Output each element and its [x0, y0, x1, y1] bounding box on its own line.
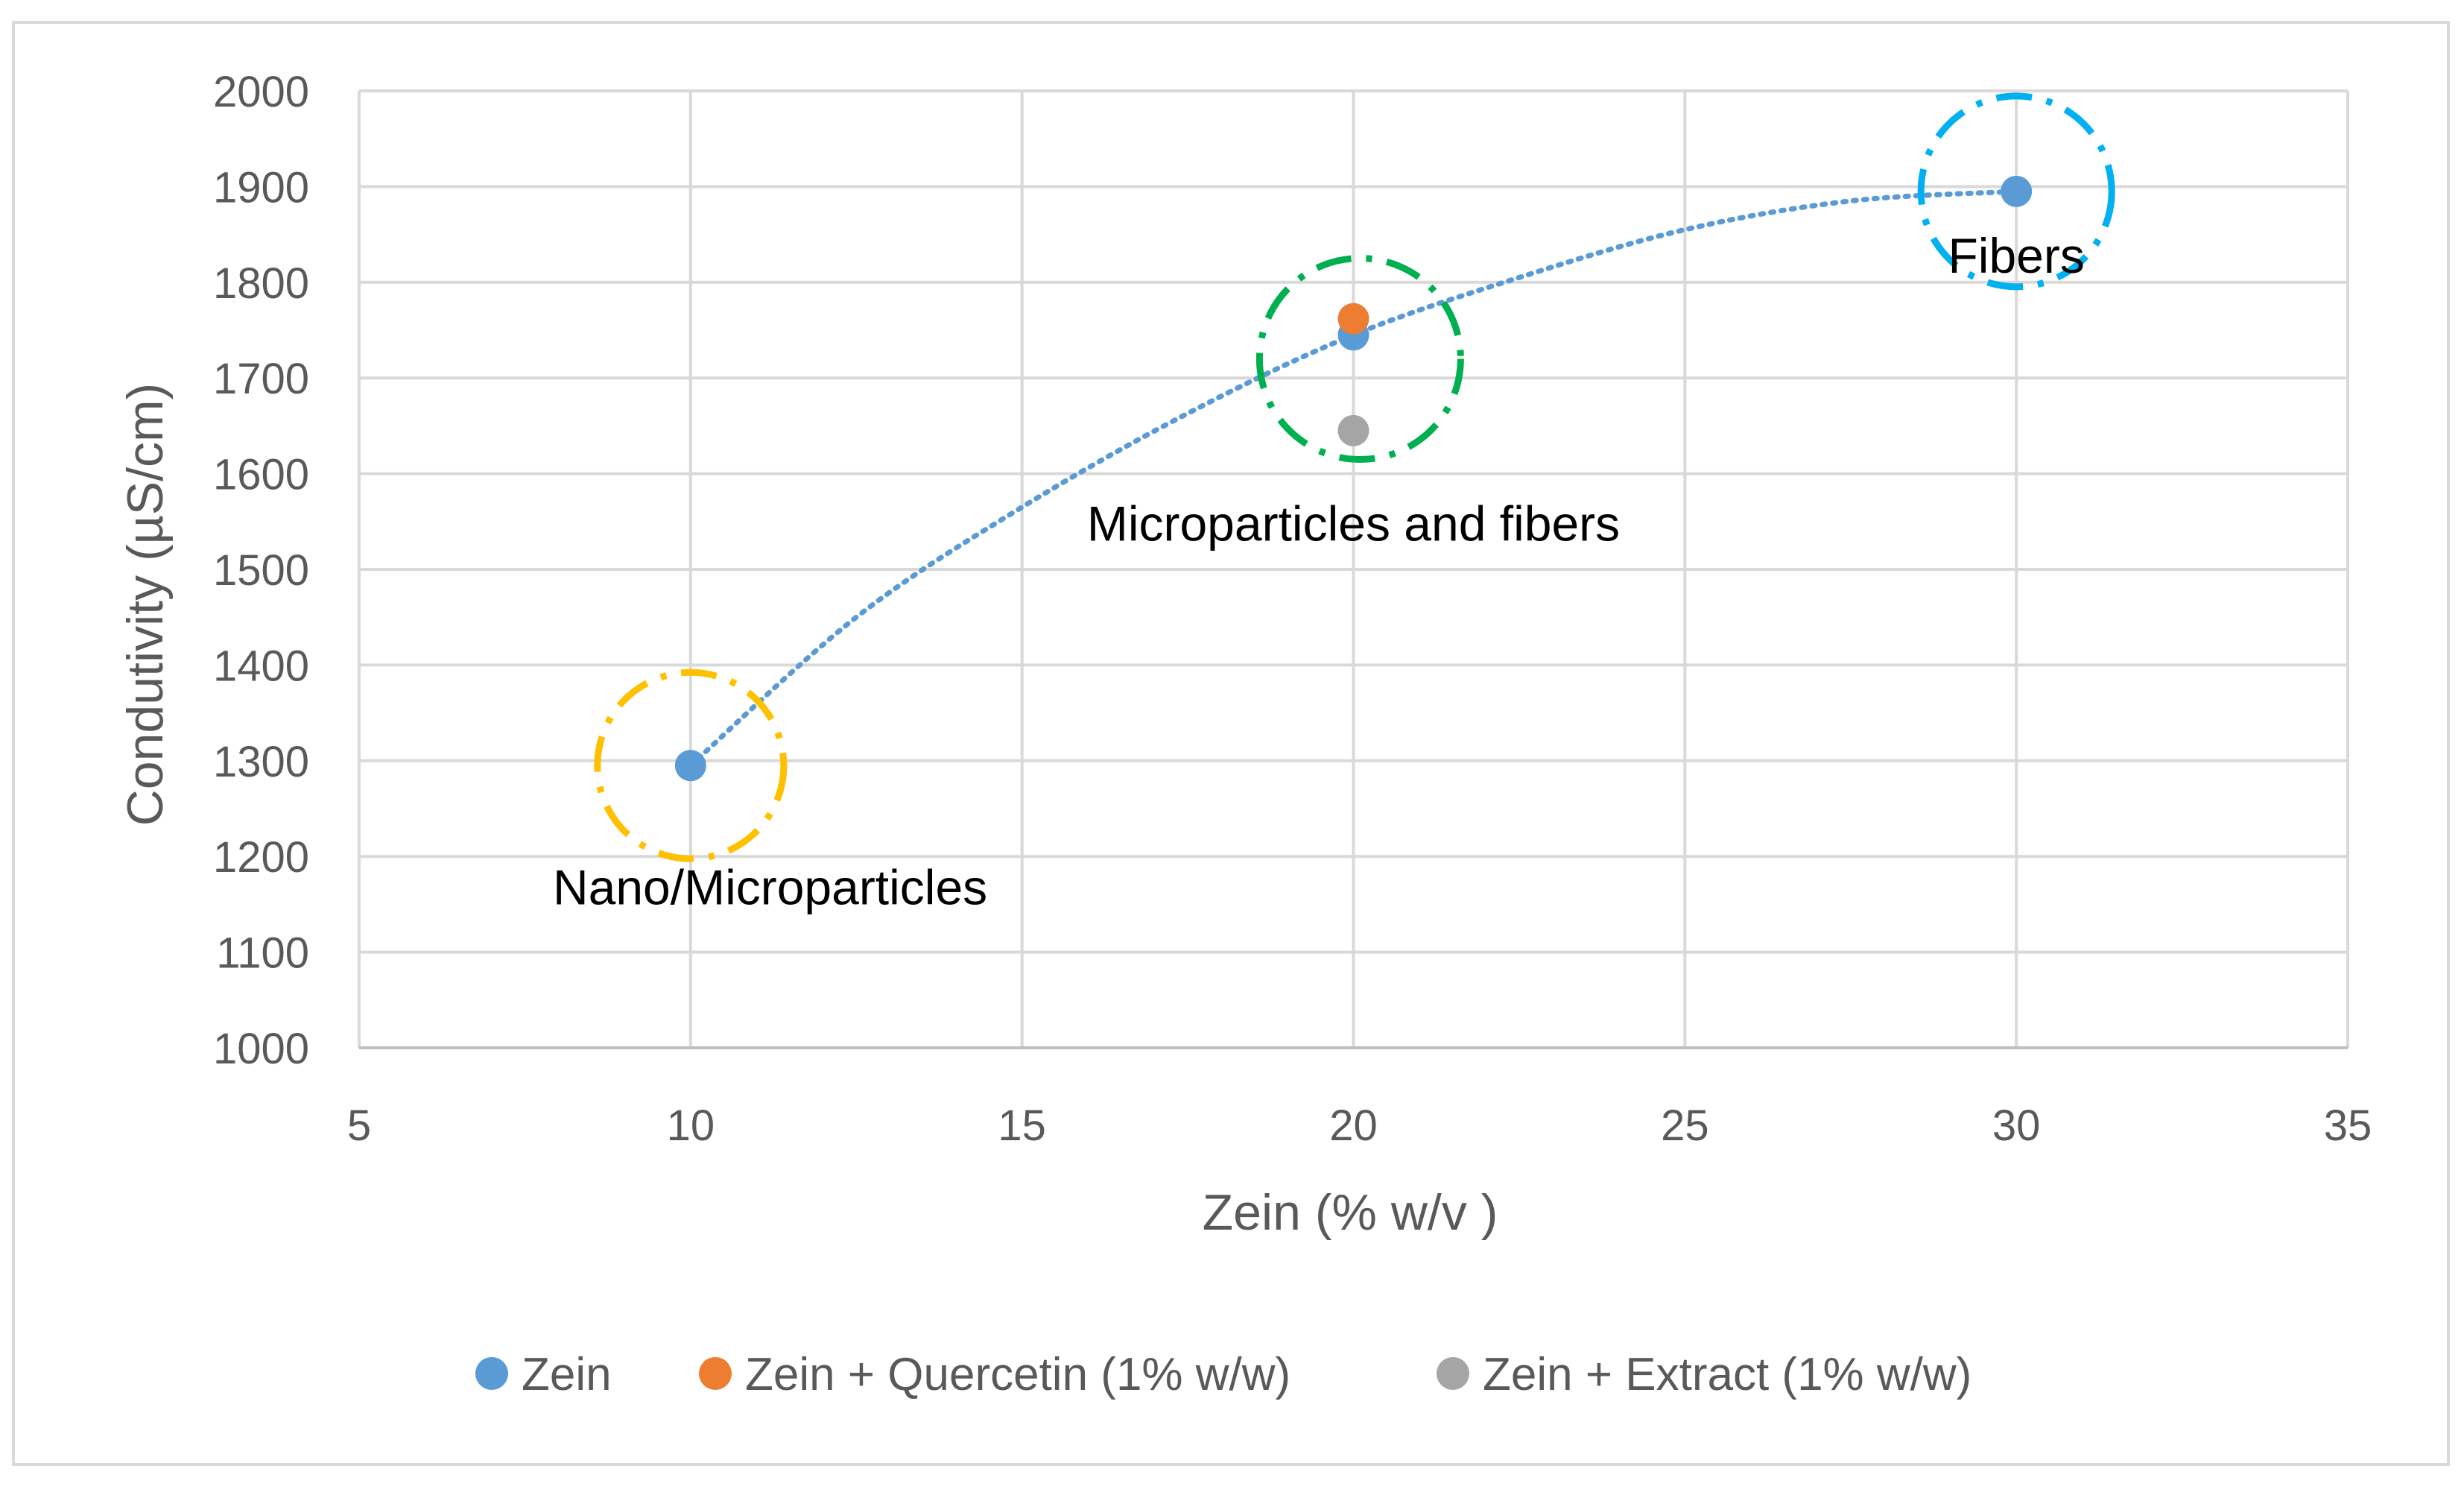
data-point-series-2	[1337, 414, 1369, 446]
data-point-series-1	[1337, 303, 1369, 335]
x-tick-label: 15	[998, 1101, 1046, 1150]
annotation-circle	[594, 668, 788, 862]
y-tick-label: 1200	[213, 833, 309, 882]
data-point-series-0	[674, 750, 706, 782]
y-tick-label: 1900	[213, 163, 309, 212]
y-axis-title: Condutivity (µS/cm)	[117, 383, 174, 826]
data-point-series-0	[2001, 175, 2033, 207]
legend-marker	[475, 1357, 508, 1390]
x-tick-label: 10	[667, 1101, 715, 1150]
annotation-label: Microparticles and fibers	[1087, 496, 1620, 551]
y-tick-label: 1300	[213, 738, 309, 786]
y-tick-label: 1800	[213, 259, 309, 308]
annotation-circle-layer	[594, 92, 2115, 862]
annotation-circle	[1255, 255, 1464, 464]
x-tick-label: 20	[1329, 1101, 1378, 1150]
x-tick-label: 5	[347, 1101, 371, 1150]
x-axis-title: Zein (% w/v )	[1203, 1184, 1498, 1241]
y-tick-label: 1700	[213, 355, 309, 403]
chart-frame	[12, 21, 2450, 1466]
annotation-label: Nano/Microparticles	[553, 859, 987, 914]
x-tick-label: 30	[1992, 1101, 2041, 1150]
y-tick-label: 1100	[216, 929, 309, 978]
legend-label: Zein	[522, 1349, 612, 1400]
x-tick-label: 35	[2324, 1101, 2372, 1150]
point-layer	[674, 175, 2033, 782]
y-tick-label: 1600	[213, 451, 309, 499]
y-tick-label: 1500	[213, 546, 309, 595]
y-tick-label: 1000	[213, 1025, 309, 1073]
legend: Zein Zein + Quercetin (1% w/w) Zein + Extr…	[475, 1349, 1971, 1400]
legend-marker	[699, 1357, 732, 1390]
annotation-circle	[1917, 92, 2115, 291]
annotation-label: Fibers	[1948, 228, 2084, 283]
x-tick-label: 25	[1661, 1101, 1709, 1150]
axis-layer: 5 10 15 20 25 30 35 1000 1100 1200 1300 1400 1500 160…	[213, 68, 2372, 1150]
legend-marker	[1437, 1357, 1469, 1390]
legend-label: Zein + Extract (1% w/w)	[1483, 1349, 1971, 1400]
legend-label: Zein + Quercetin (1% w/w)	[745, 1349, 1290, 1400]
y-tick-label: 1400	[213, 642, 309, 690]
y-tick-label: 2000	[213, 68, 309, 116]
annotation-text-layer: Nano/Microparticles Microparticles and fi…	[553, 228, 2085, 914]
